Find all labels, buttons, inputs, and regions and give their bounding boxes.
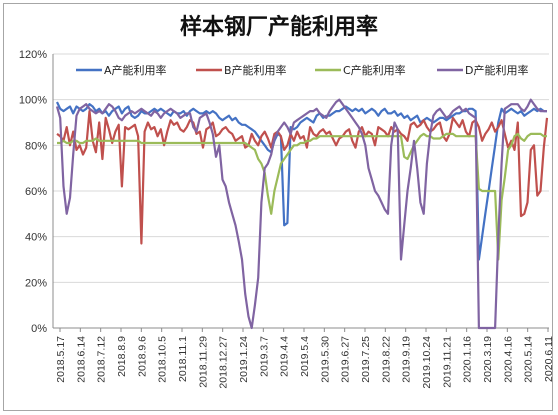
- series-line-a: [56, 101, 547, 261]
- x-tick-label: 2018.6.14: [75, 336, 87, 383]
- x-tick-label: 2019.6.27: [340, 336, 352, 383]
- y-tick-label: 100%: [19, 95, 47, 107]
- x-tick-label: 2019.1.24: [238, 336, 250, 383]
- x-tick-label: 2018.12.27: [218, 336, 230, 389]
- x-tick-label: 2019.3.7: [258, 336, 270, 377]
- x-tick-label: 2019.9.19: [401, 336, 413, 383]
- legend-label: A产能利用率: [104, 63, 167, 77]
- x-tick-label: 2020.3.19: [482, 336, 494, 383]
- x-tick-label: 2019.8.22: [380, 336, 392, 383]
- x-tick-label: 2020.1.16: [462, 336, 474, 383]
- x-tick-label: 2020.6.11: [543, 336, 555, 382]
- legend-label: C产能利用率: [343, 63, 406, 77]
- x-tick-label: 2018.11.1: [177, 336, 189, 382]
- y-tick-label: 40%: [25, 232, 47, 244]
- y-tick-label: 0%: [31, 323, 47, 335]
- x-tick-label: 2020.4.16: [502, 336, 514, 383]
- x-tick-label: 2018.11.29: [197, 336, 209, 388]
- x-tick-label: 2019.7.25: [360, 336, 372, 383]
- series-lines: [55, 98, 549, 330]
- x-tick-label: 2019.4.4: [279, 336, 291, 377]
- series-line-c: [57, 132, 547, 261]
- x-tick-label: 2018.10.5: [157, 336, 169, 383]
- axes: 0% 20% 40% 60% 80% 100% 120% 2018.5.17 2018.6.14…: [19, 49, 555, 389]
- series-line-b: [56, 109, 549, 245]
- x-tick-label: 2019.11.21: [441, 336, 453, 388]
- legend: A产能利用率 B产能利用率 C产能利用率 D产能利用率: [76, 63, 528, 77]
- x-tick-label: 2019.5.30: [319, 336, 331, 383]
- y-tick-label: 80%: [25, 140, 47, 152]
- legend-label: B产能利用率: [224, 63, 287, 77]
- x-tick-label: 2019.5.4: [299, 336, 311, 377]
- gridlines: [53, 53, 549, 329]
- series-line-d: [55, 98, 547, 330]
- chart-title: 样本钢厂产能利用率: [180, 14, 378, 40]
- y-tick-label: 120%: [19, 49, 47, 61]
- x-tick-label: 2018.7.12: [96, 336, 108, 383]
- x-tick-label: 2019.10.24: [421, 336, 433, 389]
- x-tick-label: 2018.5.17: [55, 336, 67, 383]
- legend-label: D产能利用率: [465, 63, 528, 77]
- y-tick-label: 60%: [25, 186, 47, 198]
- x-tick-label: 2018.8.9: [116, 336, 128, 377]
- x-tick-label: 2020.5.14: [523, 336, 535, 383]
- y-tick-label: 20%: [25, 277, 47, 289]
- x-tick-label: 2018.9.6: [136, 336, 148, 377]
